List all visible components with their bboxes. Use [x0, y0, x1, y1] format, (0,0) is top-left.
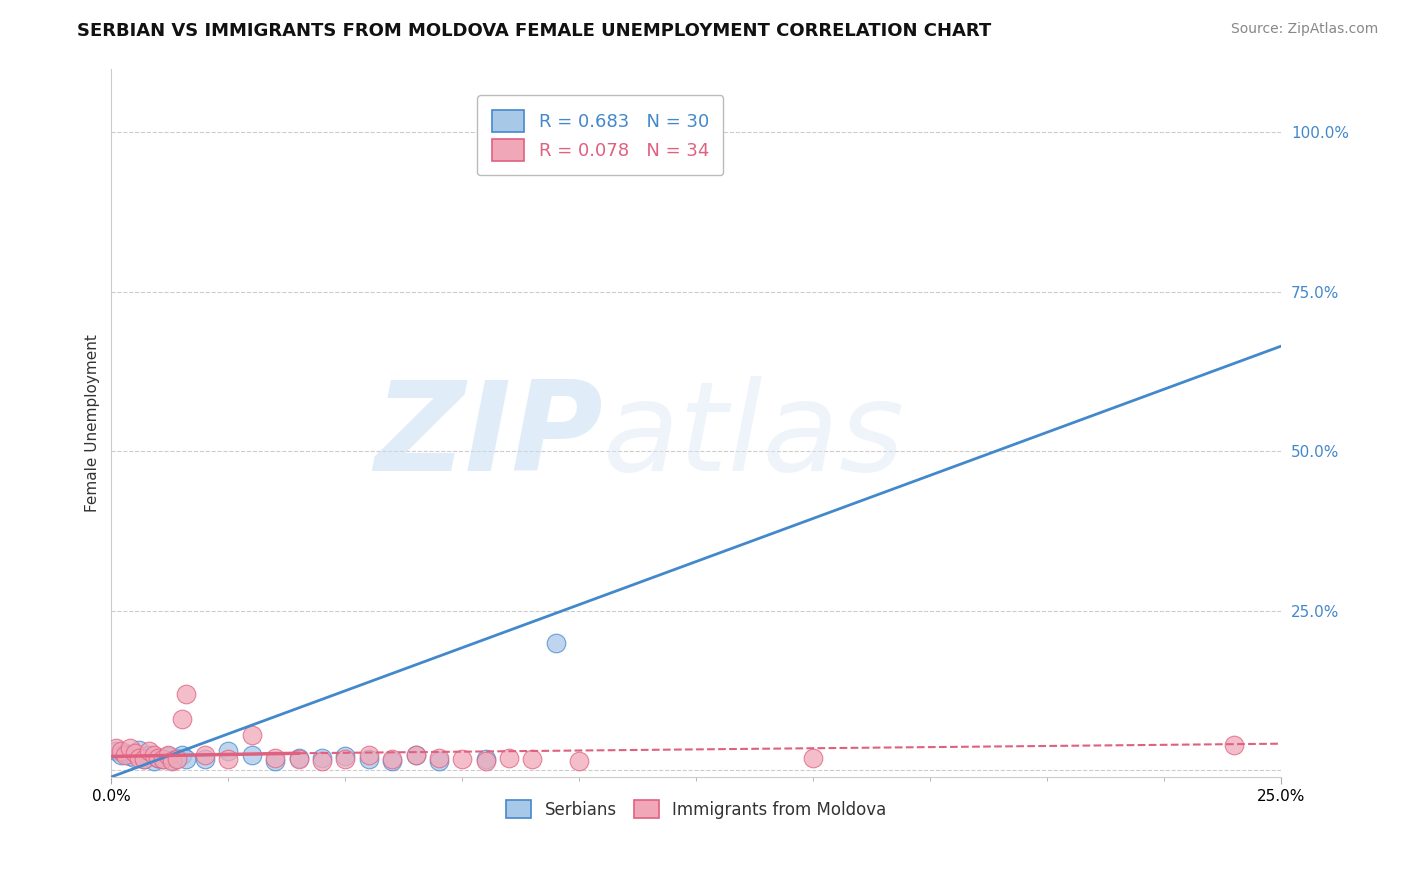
Point [381, 752, 404, 766]
Point [128, 743, 150, 757]
Point [114, 747, 136, 762]
Point [120, 749, 142, 764]
Point [427, 750, 450, 764]
Point [148, 750, 170, 764]
Point [568, 125, 591, 139]
Point [264, 754, 287, 768]
Text: atlas: atlas [603, 376, 905, 498]
Point [405, 747, 427, 762]
Legend: Serbians, Immigrants from Moldova: Serbians, Immigrants from Moldova [499, 793, 893, 825]
Point [217, 752, 239, 766]
Point [142, 754, 165, 768]
Point [311, 750, 333, 764]
Point [217, 744, 239, 758]
Point [170, 747, 193, 762]
Point [138, 747, 160, 762]
Point [194, 752, 217, 766]
Point [264, 750, 287, 764]
Point [474, 752, 496, 766]
Point [498, 750, 520, 764]
Point [152, 752, 174, 766]
Y-axis label: Female Unemployment: Female Unemployment [86, 334, 100, 512]
Point [124, 750, 146, 764]
Point [110, 747, 132, 762]
Point [156, 749, 179, 764]
Point [405, 747, 427, 762]
Point [1223, 738, 1246, 752]
Point [152, 752, 174, 766]
Point [451, 752, 474, 766]
Point [105, 741, 128, 756]
Point [156, 747, 179, 762]
Point [110, 744, 132, 758]
Point [105, 744, 128, 758]
Point [160, 754, 183, 768]
Point [240, 728, 263, 742]
Text: Source: ZipAtlas.com: Source: ZipAtlas.com [1230, 22, 1378, 37]
Text: ZIP: ZIP [374, 376, 603, 498]
Point [174, 752, 197, 766]
Point [160, 753, 183, 767]
Point [170, 713, 193, 727]
Point [148, 750, 170, 764]
Point [335, 749, 357, 764]
Point [124, 746, 146, 760]
Point [544, 636, 567, 650]
Point [311, 754, 333, 768]
Point [166, 752, 188, 766]
Point [138, 744, 160, 758]
Point [287, 752, 309, 766]
Point [801, 750, 824, 764]
Point [134, 752, 156, 766]
Point [134, 752, 156, 766]
Point [174, 687, 197, 701]
Text: SERBIAN VS IMMIGRANTS FROM MOLDOVA FEMALE UNEMPLOYMENT CORRELATION CHART: SERBIAN VS IMMIGRANTS FROM MOLDOVA FEMAL… [77, 22, 991, 40]
Point [128, 750, 150, 764]
Point [120, 741, 142, 756]
Point [142, 747, 165, 762]
Point [335, 752, 357, 766]
Point [240, 747, 263, 762]
Point [287, 750, 309, 764]
Point [474, 754, 496, 768]
Point [357, 747, 380, 762]
Point [381, 754, 404, 768]
Point [522, 752, 544, 766]
Point [194, 747, 217, 762]
Point [427, 754, 450, 768]
Point [114, 746, 136, 760]
Point [357, 752, 380, 766]
Point [166, 750, 188, 764]
Point [568, 754, 591, 768]
